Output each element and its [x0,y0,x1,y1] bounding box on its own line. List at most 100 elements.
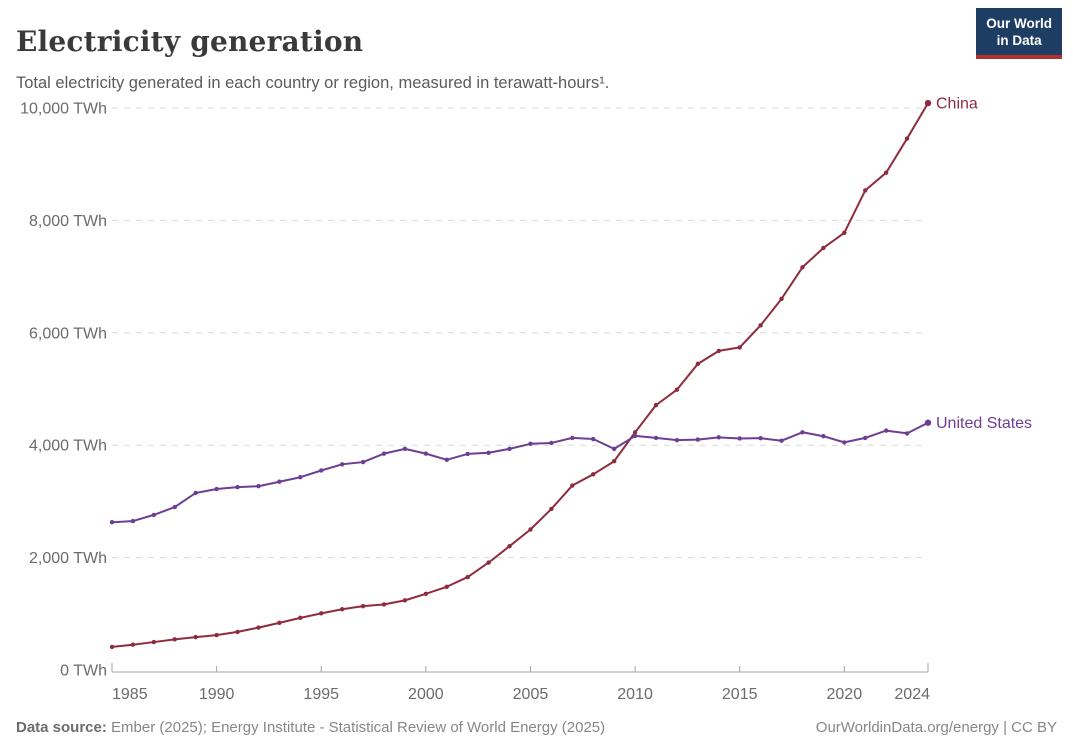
page-title: Electricity generation [16,24,364,58]
series-dot-united-states [214,486,219,492]
series-end-label-united-states[interactable]: United States [936,415,1032,432]
series-dot-china [570,483,575,488]
owid-logo[interactable]: Our World in Data [976,8,1062,59]
series-dot-united-states [319,468,324,473]
x-tick-label: 2015 [722,686,758,703]
series-line-china [111,102,929,648]
series-dot-united-states [653,435,659,441]
series-dot-china [507,543,512,549]
series-dot-china [256,625,261,630]
series-dot-china [883,170,889,175]
series-dot-united-states [486,450,491,455]
series-dot-china [716,348,721,354]
series-dot-china [924,99,932,107]
series-dot-china [632,430,638,435]
series-dot-china [611,459,617,464]
series-dot-united-states [758,435,763,441]
series-dot-united-states [381,451,387,456]
x-tick-label: 2010 [617,686,653,703]
series-dot-united-states [695,437,701,442]
x-tick-label: 1995 [303,686,339,703]
series-dot-china [214,632,219,638]
series-dot-china [904,136,910,141]
series-dot-china [591,472,596,477]
series-dot-united-states [528,441,533,446]
series-dot-china [277,620,282,626]
series-dot-china [737,345,742,350]
series-dot-united-states [737,436,742,441]
series-dot-united-states [130,518,136,524]
series-dot-united-states [444,457,449,463]
series-dot-united-states [570,435,575,441]
series-dot-united-states [423,451,429,456]
series-dot-united-states [235,484,240,490]
x-tick-label: 2005 [513,686,549,703]
chart-footer: Data source: Ember (2025); Energy Instit… [16,719,1057,736]
series-dot-united-states [256,484,261,489]
data-source: Data source: Ember (2025); Energy Instit… [16,719,605,736]
series-dot-china [130,642,136,647]
series-dot-united-states [800,430,805,435]
series-dot-china [821,245,826,251]
y-tick-label: 0 TWh [60,663,107,680]
series-dot-china [339,607,345,612]
series-dot-china [235,629,240,635]
x-tick-label: 2020 [827,686,863,703]
data-source-text: Ember (2025); Energy Institute - Statist… [106,719,606,736]
series-dot-china [151,639,157,645]
series-dot-china [758,323,763,328]
series-dot-china [319,611,324,616]
series-dot-united-states [339,462,345,467]
series-dot-united-states [716,435,721,440]
series-dot-united-states [549,440,554,446]
series-end-label-china[interactable]: China [936,96,978,113]
series-dot-united-states [611,446,617,452]
series-dot-china [863,188,868,193]
series-dot-united-states [360,459,366,465]
series-dot-china [193,634,198,640]
series-dot-china [298,615,303,621]
series-dot-united-states [507,446,512,452]
series-dot-china [486,560,491,565]
y-tick-label: 4,000 TWh [29,438,107,455]
series-dot-china [360,603,366,609]
series-dot-china [381,602,387,607]
series-dot-china [423,591,429,596]
x-tick-label: 2000 [408,686,444,703]
series-dot-china [444,584,449,589]
series-dot-united-states [904,431,910,436]
series-dot-united-states [821,434,826,439]
owid-logo-line2: in Data [996,33,1042,49]
series-dot-united-states [109,519,115,525]
attribution[interactable]: OurWorldinData.org/energy | CC BY [815,719,1057,736]
series-dot-china [674,387,680,392]
series-dot-china [779,296,784,302]
series-dot-china [465,574,470,580]
series-dot-united-states [924,419,932,426]
series-dot-united-states [277,479,282,484]
series-dot-china [172,637,177,642]
series-dot-united-states [591,436,596,442]
series-dot-china [549,506,554,512]
series-dot-china [528,527,533,532]
series-dot-united-states [779,438,784,443]
series-dot-china [800,265,805,270]
series-dot-united-states [172,504,177,510]
series-line-united-states [111,421,929,524]
x-tick-label: 2024 [894,686,930,703]
series-dot-united-states [402,446,408,452]
series-dot-united-states [883,428,889,433]
series-dot-united-states [193,490,198,496]
series-dot-china [842,230,847,236]
y-tick-label: 10,000 TWh [20,101,107,118]
series-dot-united-states [465,451,470,457]
x-tick-label: 1990 [199,686,235,703]
series-dot-united-states [151,512,157,518]
page-subtitle: Total electricity generated in each coun… [16,73,610,92]
series-dot-united-states [632,433,638,439]
data-source-label: Data source: [16,719,107,736]
x-tick-label: 1985 [112,686,148,703]
series-dot-united-states [674,437,680,443]
owid-logo-line1: Our World [986,16,1052,31]
